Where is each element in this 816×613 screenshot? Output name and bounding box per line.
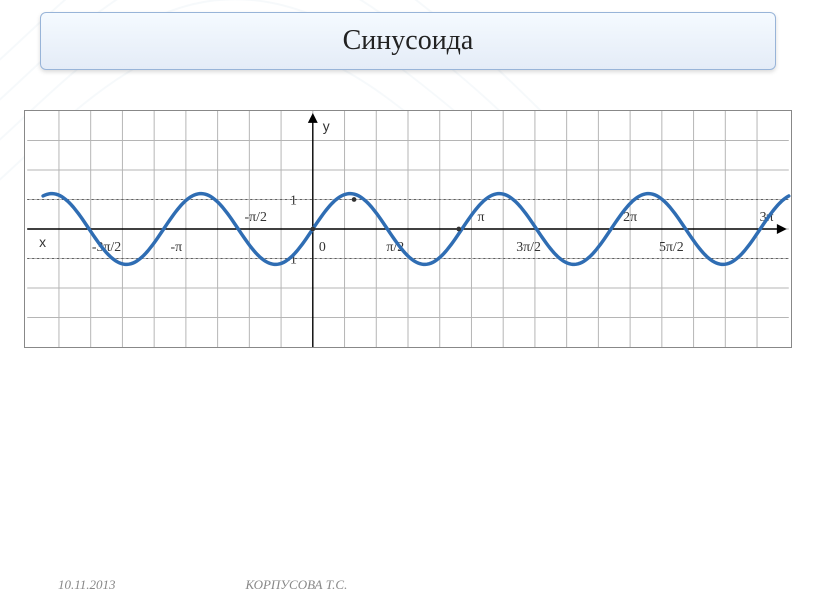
svg-text:2π: 2π <box>623 210 637 225</box>
svg-text:0: 0 <box>319 240 326 255</box>
sine-chart: yx1-1-π/2π2π3π-3π/2-π0π/23π/25π/2 <box>25 111 791 347</box>
title-box: Синусоида <box>40 12 776 70</box>
svg-text:π: π <box>477 210 484 225</box>
svg-text:-π: -π <box>171 240 183 255</box>
svg-text:5π/2: 5π/2 <box>659 240 684 255</box>
svg-text:x: x <box>39 234 46 250</box>
svg-text:y: y <box>323 118 330 134</box>
chart-frame: yx1-1-π/2π2π3π-3π/2-π0π/23π/25π/2 <box>24 110 792 348</box>
svg-text:3π/2: 3π/2 <box>516 240 541 255</box>
svg-text:-π/2: -π/2 <box>244 210 266 225</box>
page-title: Синусоида <box>343 25 474 57</box>
svg-text:1: 1 <box>290 193 297 208</box>
footer-author: КОРПУСОВА Т.С. <box>246 577 348 593</box>
footer: 10.11.2013 КОРПУСОВА Т.С. <box>58 577 776 593</box>
footer-date: 10.11.2013 <box>58 577 116 593</box>
